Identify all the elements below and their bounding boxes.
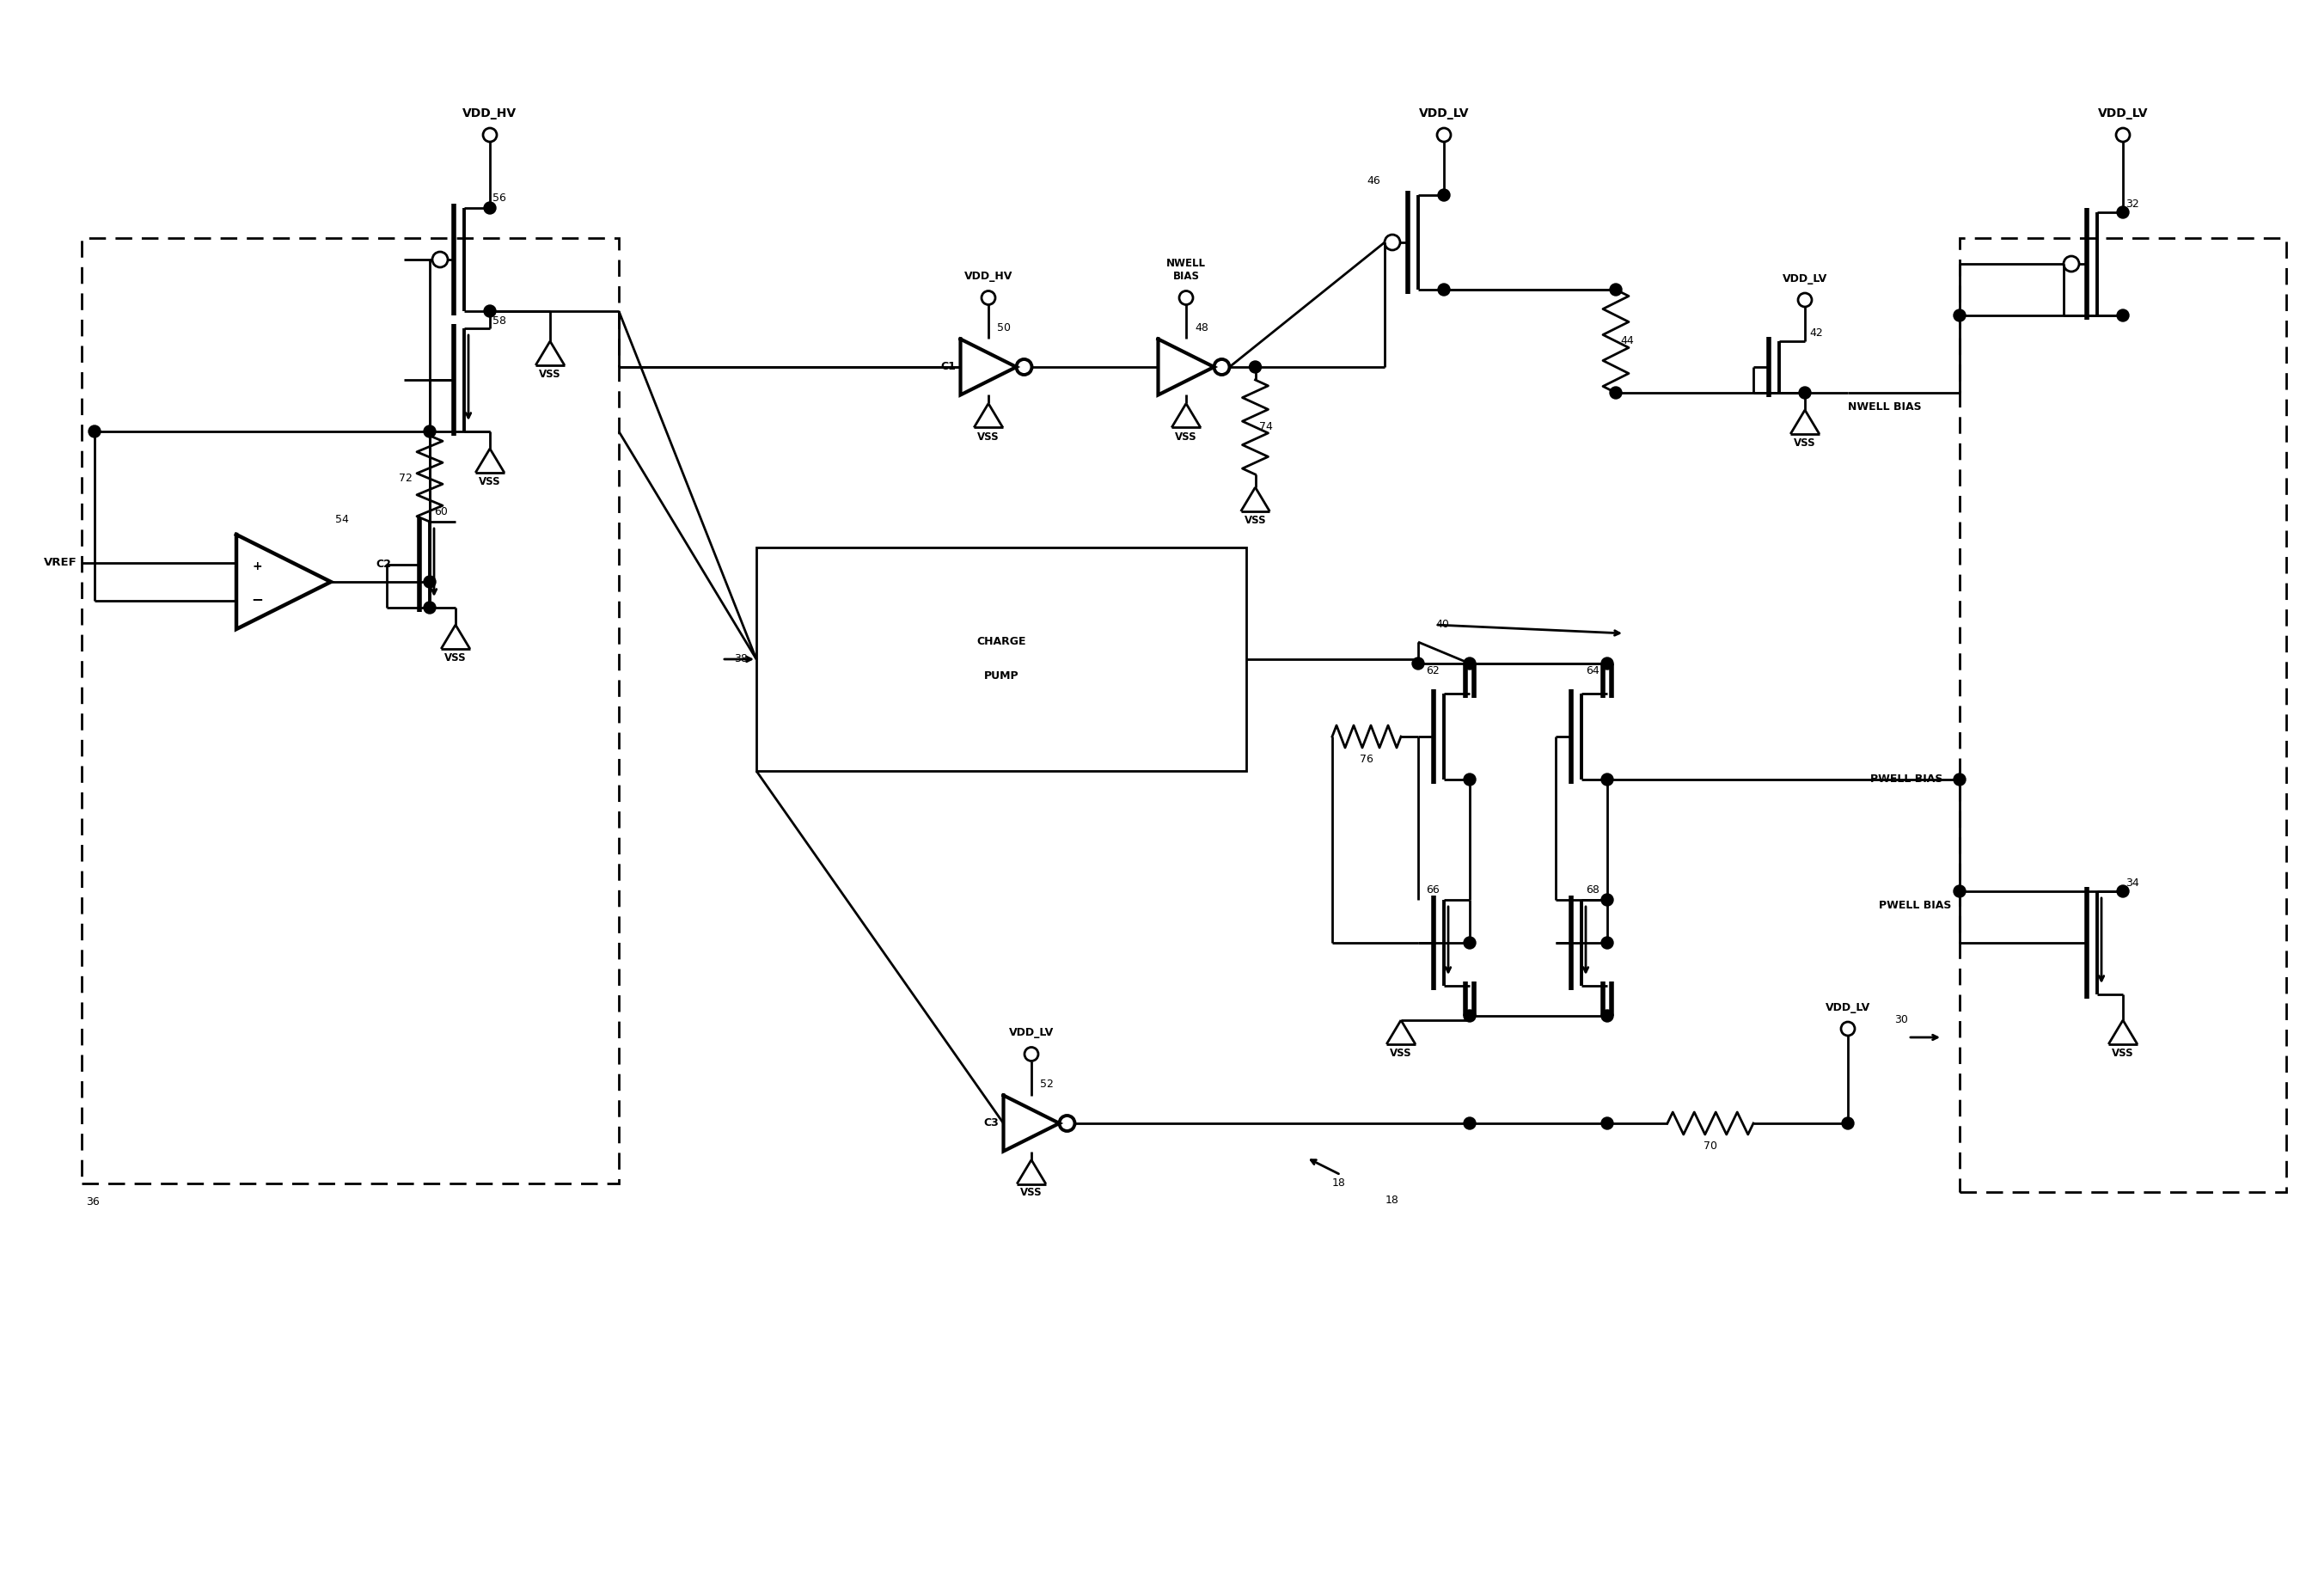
Text: VDD_LV: VDD_LV xyxy=(2098,107,2149,120)
Text: 48: 48 xyxy=(1195,322,1208,334)
Circle shape xyxy=(1250,361,1261,373)
Circle shape xyxy=(1842,1117,1854,1130)
Text: 30: 30 xyxy=(1896,1015,1907,1026)
Circle shape xyxy=(1600,774,1614,785)
Circle shape xyxy=(1610,386,1621,399)
Text: C2: C2 xyxy=(376,559,392,570)
Text: 76: 76 xyxy=(1361,753,1374,764)
Circle shape xyxy=(424,602,436,613)
Circle shape xyxy=(1411,658,1425,669)
Circle shape xyxy=(1439,284,1450,295)
Text: NWELL BIAS: NWELL BIAS xyxy=(1847,401,1921,412)
Circle shape xyxy=(1953,886,1965,897)
Circle shape xyxy=(1953,774,1965,785)
Text: C3: C3 xyxy=(985,1117,998,1128)
Text: C1: C1 xyxy=(941,361,957,372)
Text: 36: 36 xyxy=(85,1197,99,1208)
Text: 44: 44 xyxy=(1621,335,1633,346)
Text: 52: 52 xyxy=(1040,1079,1054,1090)
Text: 68: 68 xyxy=(1587,884,1600,895)
Circle shape xyxy=(424,576,436,587)
Text: 64: 64 xyxy=(1587,666,1600,677)
Circle shape xyxy=(1600,894,1614,907)
Circle shape xyxy=(1464,658,1476,669)
Text: 62: 62 xyxy=(1425,666,1439,677)
Text: 18: 18 xyxy=(1386,1195,1400,1207)
Text: VSS: VSS xyxy=(1019,1187,1042,1199)
Text: PWELL BIAS: PWELL BIAS xyxy=(1879,900,1951,911)
Text: VSS: VSS xyxy=(1391,1047,1411,1058)
Circle shape xyxy=(1600,1117,1614,1130)
Circle shape xyxy=(1464,937,1476,950)
Text: PWELL BIAS: PWELL BIAS xyxy=(1870,774,1942,785)
Text: −: − xyxy=(251,591,263,606)
Text: 56: 56 xyxy=(493,193,505,204)
Text: VSS: VSS xyxy=(1794,437,1815,448)
Text: 74: 74 xyxy=(1259,421,1273,433)
Text: 72: 72 xyxy=(399,472,413,484)
Circle shape xyxy=(1600,937,1614,950)
Text: 54: 54 xyxy=(334,514,348,525)
Circle shape xyxy=(1600,658,1614,669)
Text: VDD_LV: VDD_LV xyxy=(1826,1002,1870,1013)
Circle shape xyxy=(424,426,436,437)
Circle shape xyxy=(88,426,101,437)
Text: VSS: VSS xyxy=(445,653,466,664)
Text: VSS: VSS xyxy=(1245,516,1266,527)
Circle shape xyxy=(1610,284,1621,295)
Text: 50: 50 xyxy=(996,322,1010,334)
Circle shape xyxy=(1464,774,1476,785)
Text: NWELL
BIAS: NWELL BIAS xyxy=(1167,259,1206,282)
Text: VDD_LV: VDD_LV xyxy=(1418,107,1469,120)
Text: 18: 18 xyxy=(1333,1178,1347,1189)
Text: VSS: VSS xyxy=(978,431,998,442)
Text: +: + xyxy=(251,560,263,573)
Circle shape xyxy=(2117,886,2128,897)
Circle shape xyxy=(484,203,496,214)
Text: 58: 58 xyxy=(493,316,507,327)
Text: VDD_HV: VDD_HV xyxy=(464,107,517,120)
Text: 38: 38 xyxy=(733,654,747,666)
Circle shape xyxy=(2117,310,2128,321)
Text: VDD_HV: VDD_HV xyxy=(964,271,1012,282)
Text: VSS: VSS xyxy=(1176,431,1197,442)
Text: PUMP: PUMP xyxy=(985,670,1019,681)
Circle shape xyxy=(2117,206,2128,219)
Text: 60: 60 xyxy=(434,506,447,517)
Text: VREF: VREF xyxy=(44,557,78,568)
Text: 34: 34 xyxy=(2126,878,2140,889)
Circle shape xyxy=(1464,1117,1476,1130)
Text: VDD_LV: VDD_LV xyxy=(1010,1028,1054,1039)
Text: CHARGE: CHARGE xyxy=(975,637,1026,648)
Circle shape xyxy=(1600,1010,1614,1021)
Circle shape xyxy=(1464,1010,1476,1021)
Text: 32: 32 xyxy=(2126,198,2140,209)
Text: 46: 46 xyxy=(1367,176,1379,187)
Circle shape xyxy=(1953,310,1965,321)
Text: VSS: VSS xyxy=(480,476,500,487)
Text: 66: 66 xyxy=(1425,884,1439,895)
Circle shape xyxy=(484,305,496,318)
Text: VSS: VSS xyxy=(540,369,560,380)
Text: 70: 70 xyxy=(1704,1141,1718,1152)
Circle shape xyxy=(1439,188,1450,201)
Text: 40: 40 xyxy=(1434,619,1448,630)
Circle shape xyxy=(1799,386,1810,399)
Text: 42: 42 xyxy=(1810,327,1822,338)
Text: VSS: VSS xyxy=(2112,1047,2133,1058)
Text: VDD_LV: VDD_LV xyxy=(1783,273,1826,284)
